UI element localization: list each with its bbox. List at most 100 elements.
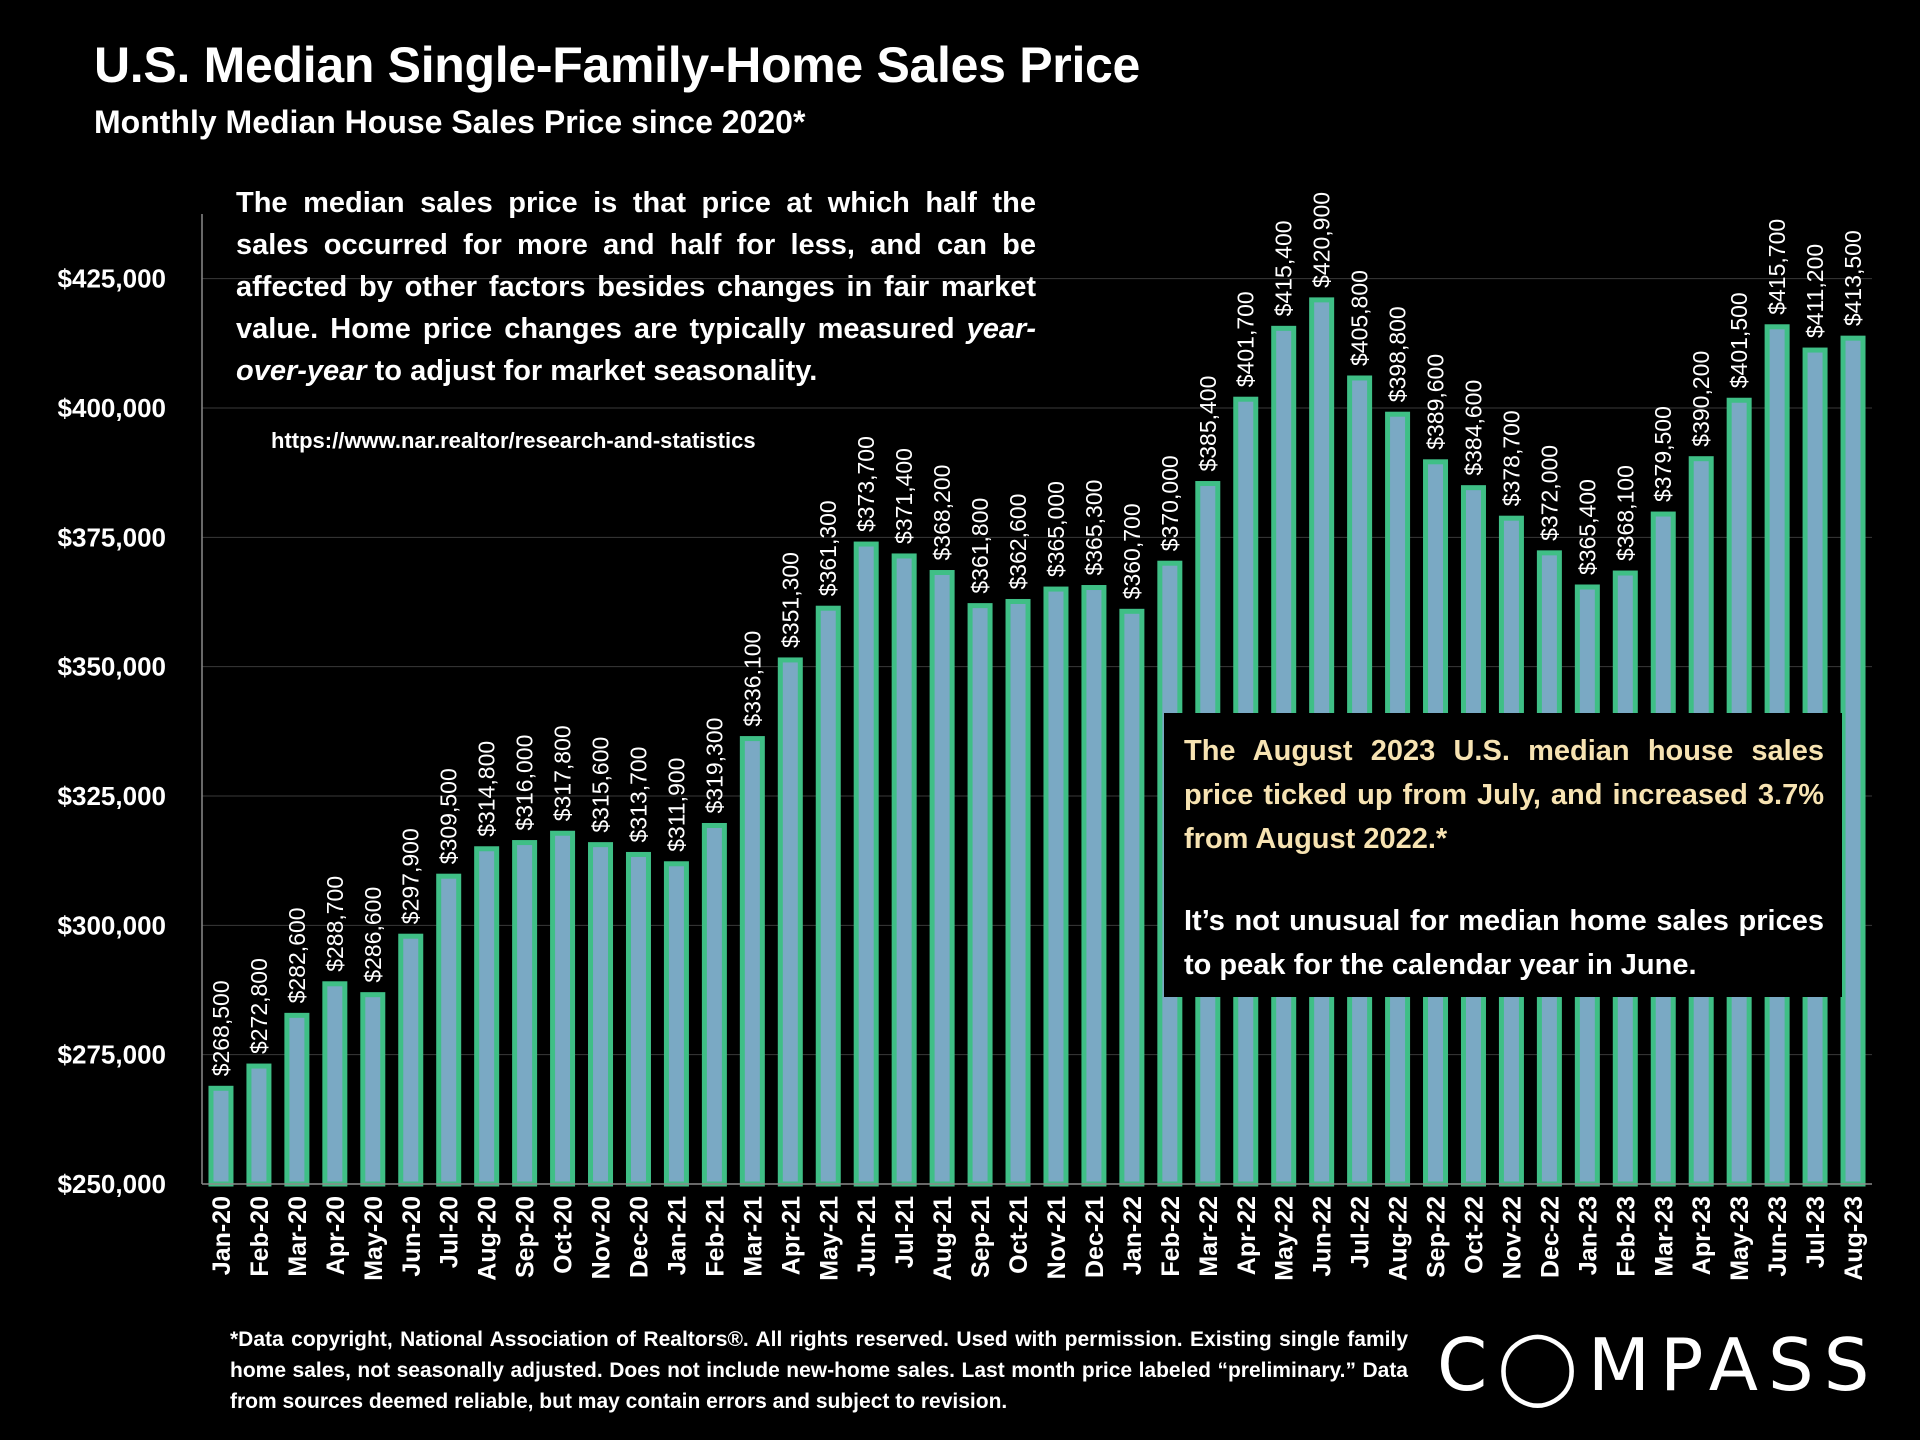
bar-value-label: $288,700 [322,876,348,972]
bar [1043,586,1069,1187]
x-tick-label: Aug-21 [929,1196,957,1281]
x-tick-label: Jul-22 [1347,1196,1375,1268]
bar [360,992,386,1187]
bar-value-label: $282,600 [284,907,310,1003]
bar [1840,335,1866,1187]
x-tick-label: Jan-22 [1119,1196,1147,1275]
bar-value-label: $315,600 [588,737,614,833]
bar [929,570,955,1187]
x-tick-label: Feb-22 [1157,1196,1185,1277]
x-tick-label: Oct-22 [1460,1196,1488,1274]
bar [474,846,500,1187]
y-tick-label: $300,000 [58,910,166,940]
bar [284,1012,310,1187]
bar [436,873,462,1187]
bar-value-label: $384,600 [1460,380,1486,476]
x-tick-label: Mar-23 [1650,1196,1678,1277]
bar [625,851,651,1187]
bar-value-label: $379,500 [1650,406,1676,502]
bar-value-label: $398,800 [1385,306,1411,402]
bar-value-label: $362,600 [1005,494,1031,590]
bar [1119,608,1145,1187]
bar-value-label: $317,800 [550,725,576,821]
x-tick-label: Jan-21 [663,1196,691,1275]
bar [663,861,689,1187]
callout-box: The August 2023 U.S. median house sales … [1164,713,1842,997]
bar-value-label: $351,300 [777,552,803,648]
bar-value-label: $368,100 [1612,465,1638,561]
x-tick-label: Jan-23 [1574,1196,1602,1275]
x-tick-label: Feb-21 [701,1196,729,1277]
bar [815,605,841,1187]
bar [1081,585,1107,1187]
bar-value-label: $314,800 [474,741,500,837]
bar-value-label: $401,700 [1233,291,1259,387]
note-text-before: The median sales price is that price at … [236,187,1036,345]
x-tick-label: Sep-22 [1423,1196,1451,1278]
bar [322,981,348,1187]
bar-value-label: $297,900 [398,828,424,924]
bar [208,1085,234,1187]
bar-value-label: $415,700 [1764,219,1790,315]
chart-title: U.S. Median Single-Family-Home Sales Pri… [94,37,1141,93]
callout-body: It’s not unusual for median home sales p… [1184,905,1824,981]
x-tick-label: Jul-21 [891,1196,919,1268]
bar-value-label: $420,900 [1309,192,1335,288]
bar [550,830,576,1187]
y-tick-label: $275,000 [58,1040,166,1070]
x-tick-label: Dec-22 [1536,1196,1564,1278]
x-tick-label: May-23 [1726,1196,1754,1281]
bar [398,933,424,1187]
bar-value-label: $313,700 [625,747,651,843]
bar-value-label: $405,800 [1347,270,1373,366]
bar-value-label: $268,500 [208,980,234,1076]
x-tick-label: Nov-21 [1043,1196,1071,1279]
bar-value-label: $378,700 [1498,410,1524,506]
note-text-emphasis: year-over-year [236,313,1036,387]
x-tick-label: May-22 [1271,1196,1299,1281]
x-tick-label: May-20 [360,1196,388,1281]
bar [701,822,727,1187]
bar-value-label: $371,400 [891,448,917,544]
bar [967,603,993,1187]
bar-value-label: $319,300 [701,718,727,814]
bar-value-label: $360,700 [1119,503,1145,599]
x-tick-label: Aug-22 [1385,1196,1413,1281]
value-labels: $268,500 $272,800 $282,600 $288,700 $286,600… [208,192,1866,1076]
bar-value-label: $401,500 [1726,292,1752,388]
x-tick-label: Apr-21 [777,1196,805,1275]
x-tick-label: Aug-23 [1840,1196,1868,1281]
bar-value-label: $370,000 [1157,455,1183,551]
bar-value-label: $413,500 [1840,230,1866,326]
y-tick-label: $425,000 [58,264,166,294]
bar-value-label: $316,000 [512,735,538,831]
compass-logo: C◯MPASS [1437,1323,1880,1407]
y-tick-label: $350,000 [58,652,166,682]
bar-value-label: $361,300 [815,500,841,596]
x-tick-label: Jun-20 [398,1196,426,1277]
note-text-after: to adjust for market seasonality. [366,355,818,387]
bar [891,553,917,1187]
y-tick-label: $375,000 [58,522,166,552]
x-tick-label: Mar-21 [739,1196,767,1277]
bar-value-label: $368,200 [929,465,955,561]
x-tick-label: Nov-22 [1498,1196,1526,1279]
x-tick-label: Aug-20 [474,1196,502,1281]
bar-value-label: $311,900 [663,758,689,852]
bar-value-label: $389,600 [1423,354,1449,450]
y-tick-label: $250,000 [58,1169,166,1199]
x-tick-label: May-21 [815,1196,843,1281]
x-tick-label: Jul-23 [1802,1196,1830,1268]
x-tick-label: Jan-20 [208,1196,236,1275]
bar [512,840,538,1187]
bar-value-label: $415,400 [1271,220,1297,316]
bar [588,842,614,1187]
x-tick-label: Dec-21 [1081,1196,1109,1278]
bar-value-label: $385,400 [1195,376,1221,472]
bar-value-label: $272,800 [246,958,272,1054]
x-tick-label: Nov-20 [588,1196,616,1279]
explanatory-note: The median sales price is that price at … [236,182,1036,392]
bar-value-label: $372,000 [1536,445,1562,541]
bar-value-label: $411,200 [1802,244,1828,338]
bar-value-label: $365,300 [1081,480,1107,576]
